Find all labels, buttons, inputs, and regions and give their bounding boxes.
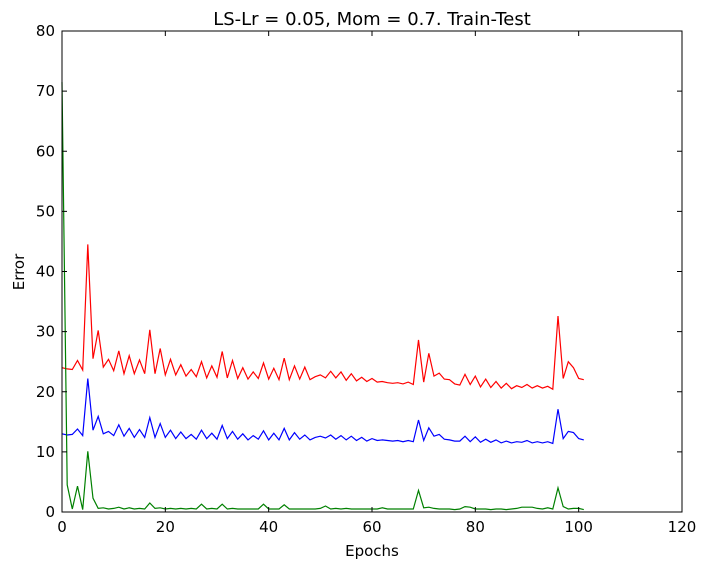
tick-layer: 0 20 40 60 80 100 120 0 10 20 30 40 50 60 70 80 [36, 22, 696, 536]
series-line-1 [61, 244, 584, 391]
y-tick-label: 80 [36, 22, 55, 40]
y-tick-label: 0 [45, 503, 55, 521]
chart-title: LS-Lr = 0.05, Mom = 0.7. Train-Test [213, 9, 531, 30]
y-tick-label: 10 [36, 443, 55, 461]
y-tick-label: 20 [36, 383, 55, 401]
x-tick-label: 60 [362, 518, 381, 536]
x-tick-label: 20 [156, 518, 175, 536]
x-tick-label: 120 [668, 518, 697, 536]
x-tick-label: 40 [259, 518, 278, 536]
series-line-3 [61, 82, 584, 511]
y-tick-label: 40 [36, 263, 55, 281]
series-layer [61, 82, 584, 511]
x-tick-label: 100 [564, 518, 593, 536]
y-tick-label: 60 [36, 142, 55, 160]
plot-area-frame [61, 30, 683, 513]
series-line-2 [61, 378, 584, 445]
y-axis-label: Error [10, 253, 28, 290]
y-tick-label: 70 [36, 82, 55, 100]
x-tick-label: 0 [57, 518, 67, 536]
y-tick-label: 50 [36, 202, 55, 220]
x-axis-label: Epochs [345, 542, 399, 560]
x-tick-label: 80 [466, 518, 485, 536]
y-tick-label: 30 [36, 323, 55, 341]
